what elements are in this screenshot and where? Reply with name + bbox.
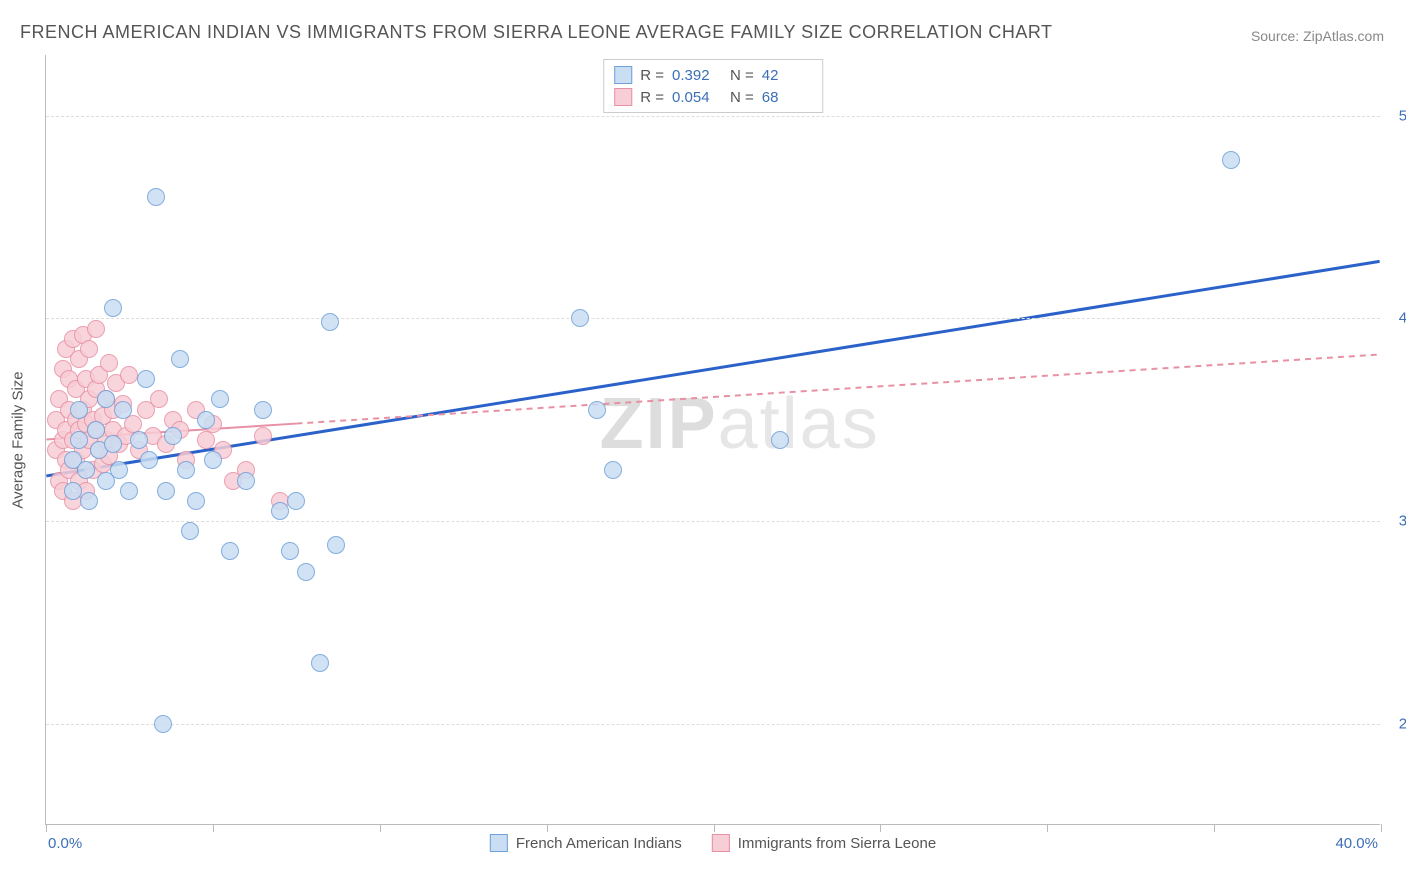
data-point: [588, 401, 606, 419]
data-point: [254, 427, 272, 445]
x-axis-min-label: 0.0%: [48, 835, 82, 852]
data-point: [1222, 151, 1240, 169]
gridline-horizontal: [46, 116, 1380, 117]
data-point: [254, 401, 272, 419]
data-point: [137, 370, 155, 388]
x-tick: [380, 824, 381, 832]
legend-n-value: 68: [762, 89, 812, 106]
data-point: [87, 320, 105, 338]
data-point: [197, 411, 215, 429]
chart-title: FRENCH AMERICAN INDIAN VS IMMIGRANTS FRO…: [20, 22, 1053, 43]
plot-area: Average Family Size 0.0% 40.0% ZIPatlas …: [45, 55, 1380, 825]
data-point: [120, 366, 138, 384]
watermark-bold: ZIP: [600, 384, 718, 464]
x-tick: [714, 824, 715, 832]
data-point: [211, 390, 229, 408]
watermark: ZIPatlas: [600, 383, 880, 465]
source-attribution: Source: ZipAtlas.com: [1251, 28, 1384, 44]
data-point: [70, 401, 88, 419]
x-tick: [1381, 824, 1382, 832]
data-point: [321, 313, 339, 331]
data-point: [120, 482, 138, 500]
data-point: [100, 354, 118, 372]
data-point: [187, 492, 205, 510]
data-point: [771, 431, 789, 449]
y-tick-label: 4.00: [1399, 310, 1406, 327]
data-point: [77, 461, 95, 479]
legend-n-label: N =: [730, 89, 754, 106]
series-legend-label: Immigrants from Sierra Leone: [738, 835, 936, 852]
x-axis-max-label: 40.0%: [1335, 835, 1378, 852]
data-point: [154, 715, 172, 733]
data-point: [64, 482, 82, 500]
trendline: [46, 261, 1379, 476]
data-point: [221, 542, 239, 560]
x-tick: [1047, 824, 1048, 832]
data-point: [104, 435, 122, 453]
legend-swatch: [490, 834, 508, 852]
data-point: [204, 451, 222, 469]
data-point: [177, 461, 195, 479]
gridline-horizontal: [46, 521, 1380, 522]
data-point: [87, 421, 105, 439]
data-point: [327, 536, 345, 554]
data-point: [110, 461, 128, 479]
y-tick-label: 2.00: [1399, 715, 1406, 732]
data-point: [181, 522, 199, 540]
data-point: [140, 451, 158, 469]
data-point: [164, 427, 182, 445]
data-point: [157, 482, 175, 500]
x-tick: [213, 824, 214, 832]
data-point: [297, 563, 315, 581]
x-tick: [46, 824, 47, 832]
series-legend-item: French American Indians: [490, 834, 682, 852]
legend-r-value: 0.392: [672, 67, 722, 84]
data-point: [114, 401, 132, 419]
correlation-legend-row: R = 0.392 N = 42: [614, 64, 812, 86]
correlation-legend-row: R = 0.054 N = 68: [614, 86, 812, 108]
data-point: [104, 299, 122, 317]
data-point: [281, 542, 299, 560]
data-point: [150, 390, 168, 408]
series-legend-label: French American Indians: [516, 835, 682, 852]
series-legend: French American Indians Immigrants from S…: [490, 834, 936, 852]
legend-n-label: N =: [730, 67, 754, 84]
data-point: [80, 492, 98, 510]
gridline-horizontal: [46, 724, 1380, 725]
correlation-legend: R = 0.392 N = 42 R = 0.054 N = 68: [603, 59, 823, 113]
legend-r-label: R =: [640, 89, 664, 106]
y-axis-title: Average Family Size: [10, 371, 27, 508]
data-point: [80, 340, 98, 358]
legend-r-label: R =: [640, 67, 664, 84]
data-point: [311, 654, 329, 672]
y-tick-label: 5.00: [1399, 107, 1406, 124]
data-point: [130, 431, 148, 449]
trendlines-layer: [46, 55, 1380, 824]
legend-r-value: 0.054: [672, 89, 722, 106]
legend-swatch: [712, 834, 730, 852]
data-point: [571, 309, 589, 327]
data-point: [147, 188, 165, 206]
data-point: [97, 390, 115, 408]
data-point: [171, 350, 189, 368]
series-legend-item: Immigrants from Sierra Leone: [712, 834, 936, 852]
x-tick: [880, 824, 881, 832]
data-point: [604, 461, 622, 479]
legend-n-value: 42: [762, 67, 812, 84]
x-tick: [547, 824, 548, 832]
data-point: [237, 472, 255, 490]
y-tick-label: 3.00: [1399, 513, 1406, 530]
data-point: [197, 431, 215, 449]
legend-swatch: [614, 88, 632, 106]
x-tick: [1214, 824, 1215, 832]
data-point: [287, 492, 305, 510]
trendline: [296, 355, 1379, 424]
watermark-rest: atlas: [718, 384, 880, 464]
data-point: [70, 431, 88, 449]
gridline-horizontal: [46, 318, 1380, 319]
data-point: [271, 502, 289, 520]
legend-swatch: [614, 66, 632, 84]
